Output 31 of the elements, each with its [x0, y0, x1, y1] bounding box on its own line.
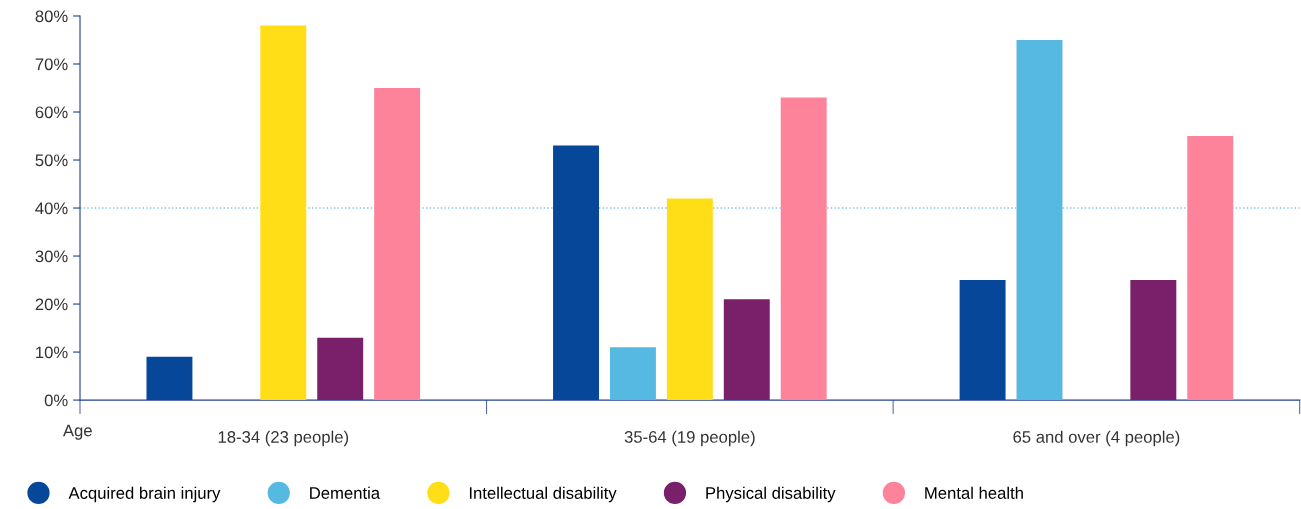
bar	[260, 25, 307, 401]
x-tick-label: 65 and over (4 people)	[1013, 430, 1180, 447]
bar	[666, 198, 713, 401]
bar	[1187, 136, 1234, 401]
bar	[723, 299, 770, 401]
bar	[609, 347, 656, 401]
y-tick-label: 60%	[35, 106, 68, 119]
y-tick-label: 50%	[35, 154, 68, 167]
x-tick-label: 18-34 (23 people)	[218, 430, 349, 447]
y-tick-label: 0%	[44, 394, 68, 407]
bar	[780, 97, 827, 401]
bar	[553, 145, 599, 401]
bar	[1016, 39, 1063, 401]
y-tick-label: 10%	[36, 346, 68, 359]
legend-label: Mental health	[925, 486, 1023, 499]
x-axis-title: Age	[62, 424, 92, 440]
legend-label: Intellectual disability	[469, 486, 617, 503]
bar	[959, 280, 1006, 401]
bar	[317, 337, 364, 401]
bar	[374, 88, 421, 401]
y-tick-label: 80%	[35, 10, 68, 23]
bar	[1130, 280, 1177, 401]
y-tick-label: 40%	[35, 202, 68, 215]
bar	[146, 356, 193, 401]
y-tick-label: 30%	[35, 250, 68, 263]
legend-label: Physical disability	[706, 486, 836, 503]
y-tick-label: 20%	[35, 298, 68, 311]
legend-label: Acquired brain injury	[68, 486, 221, 503]
x-tick-label: 35-64 (19 people)	[624, 430, 755, 447]
legend-label: Dementia	[310, 486, 381, 499]
y-tick-label: 70%	[35, 58, 68, 71]
